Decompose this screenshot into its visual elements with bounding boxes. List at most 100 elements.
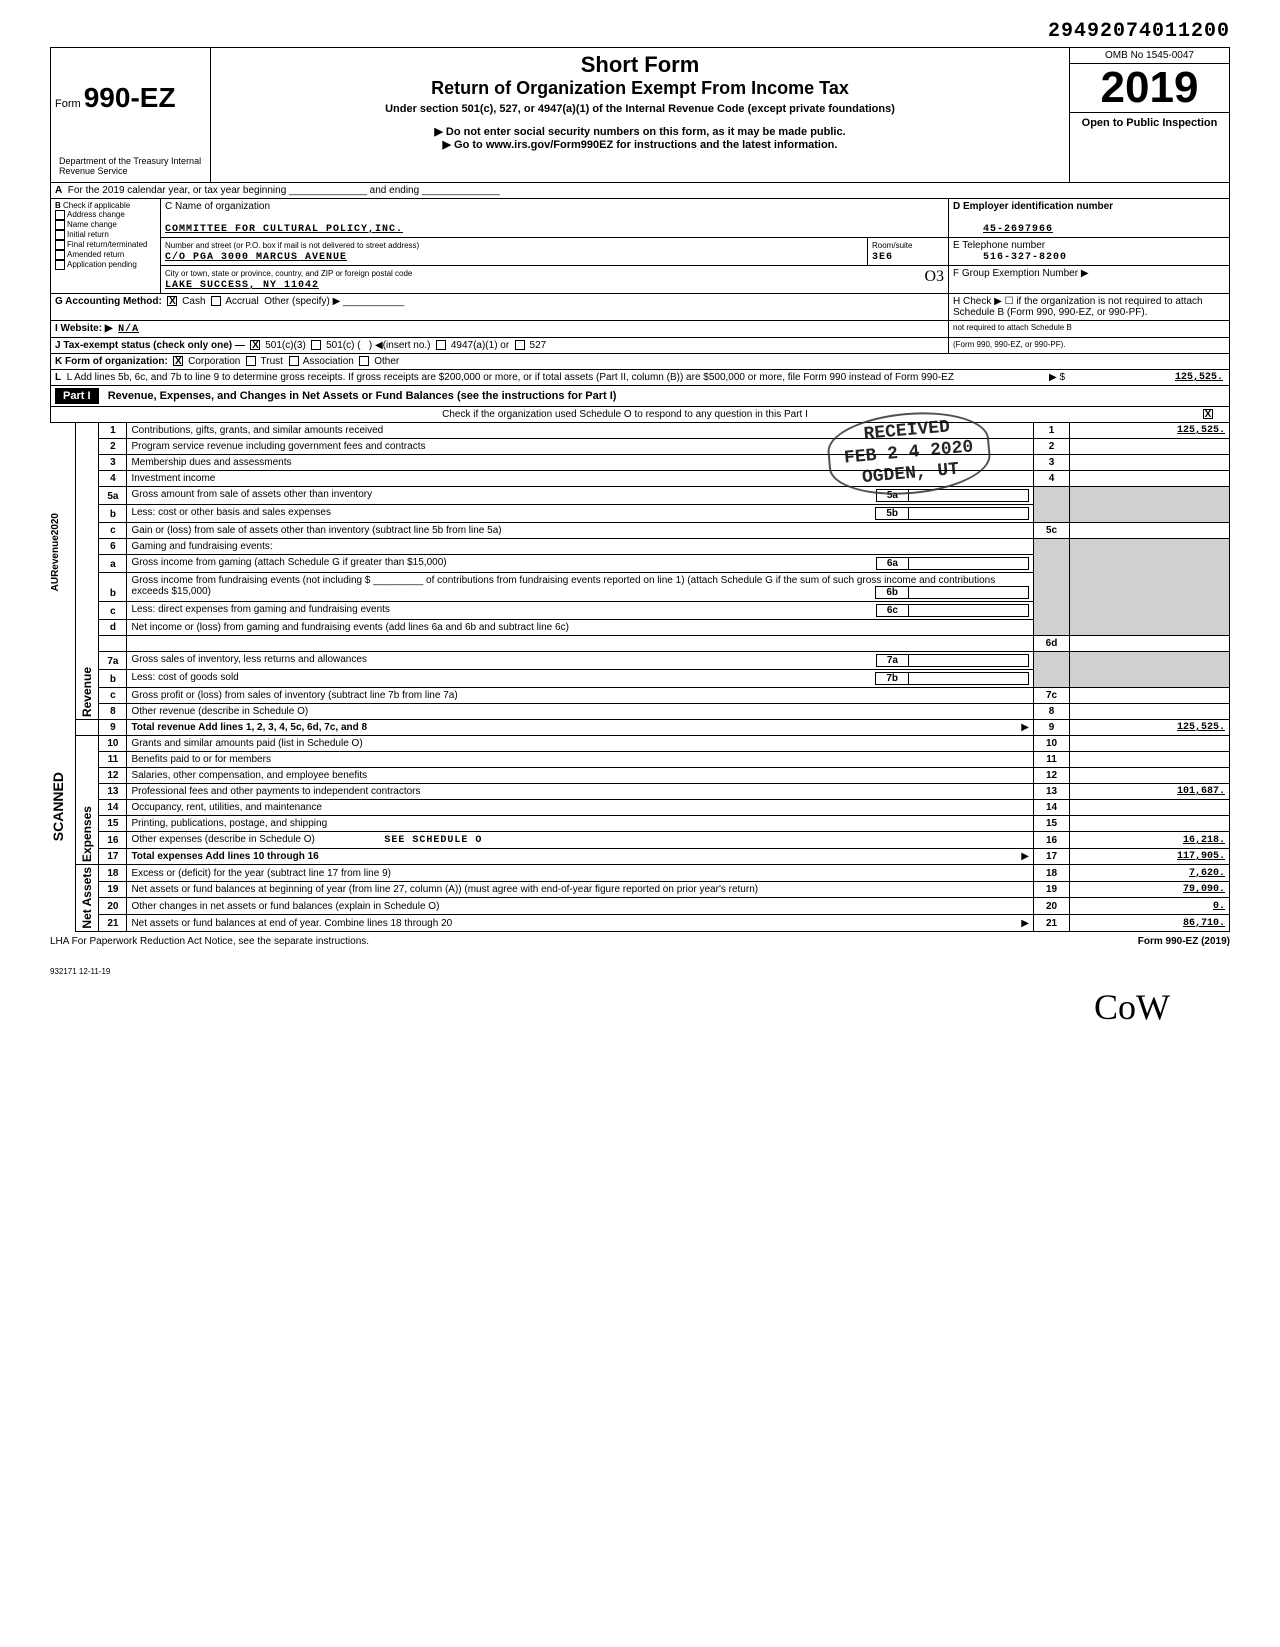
chk-accrual[interactable] — [211, 296, 221, 306]
chk-pending[interactable]: Application pending — [67, 260, 137, 269]
chk-assoc[interactable] — [289, 356, 299, 366]
chk-other[interactable] — [359, 356, 369, 366]
line17-val: 117,905. — [1070, 849, 1230, 865]
line17-desc: Total expenses Add lines 10 through 16 — [131, 851, 318, 862]
part1-body: AURevenue2020 SCANNED Revenue 1Contribut… — [50, 423, 1230, 932]
chk-name[interactable]: Name change — [67, 220, 117, 229]
ssn-notice: ▶ Do not enter social security numbers o… — [219, 125, 1061, 138]
return-subtitle: Return of Organization Exempt From Incom… — [219, 78, 1061, 99]
line17-arrow: ▶ — [1021, 851, 1029, 862]
chk-527[interactable] — [515, 340, 525, 350]
l-text: L Add lines 5b, 6c, and 7b to line 9 to … — [67, 372, 954, 383]
line10-desc: Grants and similar amounts paid (list in… — [127, 736, 1034, 752]
line11-desc: Benefits paid to or for members — [127, 752, 1034, 768]
entity-block: B Check if applicable Address change Nam… — [50, 199, 1230, 294]
chk-4947[interactable] — [436, 340, 446, 350]
line12-desc: Salaries, other compensation, and employ… — [127, 768, 1034, 784]
g-label: G Accounting Method: — [55, 296, 162, 307]
line21-desc: Net assets or fund balances at end of ye… — [131, 918, 452, 929]
line8-desc: Other revenue (describe in Schedule O) — [127, 704, 1034, 720]
stamp-aur: AURevenue2020 — [50, 513, 75, 591]
line7a-desc: Gross sales of inventory, less returns a… — [131, 654, 366, 665]
k-label: K Form of organization: — [55, 356, 168, 367]
side-revenue: Revenue — [80, 667, 94, 717]
line7b-desc: Less: cost of goods sold — [131, 672, 238, 683]
line13-val: 101,687. — [1070, 784, 1230, 800]
line13-desc: Professional fees and other payments to … — [127, 784, 1034, 800]
l-arrow: ▶ $ — [1029, 370, 1069, 385]
h-cont2: (Form 990, 990-EZ, or 990-PF). — [949, 338, 1229, 353]
phone-value: 516-327-8200 — [953, 252, 1067, 263]
part1-heading: Revenue, Expenses, and Changes in Net As… — [108, 390, 617, 402]
line6-desc: Gaming and fundraising events: — [127, 539, 1034, 555]
c-label: C Name of organization — [165, 201, 270, 212]
form-id-box: Form 990-EZ Department of the Treasury I… — [51, 48, 211, 182]
short-form-title: Short Form — [219, 52, 1061, 78]
line14-desc: Occupancy, rent, utilities, and maintena… — [127, 800, 1034, 816]
city-value: LAKE SUCCESS, NY 11042 — [165, 280, 319, 291]
line-l: L L Add lines 5b, 6c, and 7b to line 9 t… — [50, 370, 1230, 386]
h-cont: not required to attach Schedule B — [949, 321, 1229, 337]
i-label: I Website: ▶ — [55, 323, 113, 334]
left-stamps: AURevenue2020 SCANNED — [50, 423, 75, 932]
line19-desc: Net assets or fund balances at beginning… — [127, 881, 1034, 898]
chk-corp[interactable]: X — [173, 356, 183, 366]
chk-501c3[interactable]: X — [250, 340, 260, 350]
line6a-desc: Gross income from gaming (attach Schedul… — [131, 557, 446, 568]
line6d-desc: Net income or (loss) from gaming and fun… — [127, 620, 1034, 636]
page-footer: LHA For Paperwork Reduction Act Notice, … — [50, 932, 1230, 947]
line20-val: 0. — [1070, 898, 1230, 915]
chk-501c[interactable] — [311, 340, 321, 350]
part1-header: Part I Revenue, Expenses, and Changes in… — [50, 386, 1230, 407]
box-def: D Employer identification number 45-2697… — [949, 199, 1229, 293]
room-value: 3E6 — [872, 252, 893, 263]
b-label: Check if applicable — [63, 201, 130, 210]
line18-desc: Excess or (deficit) for the year (subtra… — [127, 865, 1034, 882]
street-value: C/O PGA 3000 MARCUS AVENUE — [165, 252, 347, 263]
dept-label: Department of the Treasury Internal Reve… — [55, 154, 206, 178]
part1-check-text: Check if the organization used Schedule … — [51, 407, 1199, 422]
line9-val: 125,525. — [1070, 720, 1230, 736]
line19-val: 79,090. — [1070, 881, 1230, 898]
l-value: 125,525. — [1069, 370, 1229, 385]
line18-val: 7,620. — [1070, 865, 1230, 882]
chk-trust[interactable] — [246, 356, 256, 366]
city-label: City or town, state or province, country… — [165, 269, 412, 278]
line16-desc: Other expenses (describe in Schedule O) — [131, 834, 314, 845]
chk-cash[interactable]: X — [167, 296, 177, 306]
line5c-desc: Gain or (loss) from sale of assets other… — [127, 523, 1034, 539]
line6c-desc: Less: direct expenses from gaming and fu… — [131, 604, 389, 615]
form-number: 990-EZ — [84, 82, 176, 113]
line-k: K Form of organization: X Corporation Tr… — [50, 354, 1230, 370]
part1-checkbox[interactable]: X — [1203, 409, 1213, 419]
line21-val: 86,710. — [1070, 914, 1230, 931]
chk-address[interactable]: Address change — [67, 210, 125, 219]
line16-val: 16,218. — [1070, 832, 1230, 849]
line9-desc: Total revenue Add lines 1, 2, 3, 4, 5c, … — [131, 722, 367, 733]
ein-value: 45-2697966 — [953, 224, 1053, 235]
j-label: J Tax-exempt status (check only one) — — [55, 340, 245, 351]
box-c: C Name of organization COMMITTEE FOR CUL… — [161, 199, 949, 293]
stamp-scanned: SCANNED — [50, 772, 75, 841]
line6b-desc: Gross income from fundraising events (no… — [131, 575, 995, 597]
chk-amended[interactable]: Amended return — [67, 250, 124, 259]
box-b: B Check if applicable Address change Nam… — [51, 199, 161, 293]
form-ref: Form 990-EZ (2019) — [1138, 936, 1230, 947]
open-public: Open to Public Inspection — [1070, 112, 1229, 133]
tax-year: 2019 — [1070, 64, 1229, 112]
form-990ez-page: 29492074011200 Form 990-EZ Department of… — [50, 20, 1230, 1028]
initials-mark: O3 — [924, 268, 944, 286]
part1-check-row: Check if the organization used Schedule … — [50, 407, 1230, 423]
side-netassets: Net Assets — [80, 867, 94, 929]
line1-val: 125,525. — [1070, 423, 1230, 439]
footer-code: 932171 12-11-19 — [50, 967, 1230, 976]
under-section: Under section 501(c), 527, or 4947(a)(1)… — [219, 103, 1061, 115]
form-prefix: Form — [55, 98, 81, 110]
chk-initial[interactable]: Initial return — [67, 230, 109, 239]
chk-final[interactable]: Final return/terminated — [67, 240, 147, 249]
e-label: E Telephone number — [953, 240, 1045, 251]
side-expenses: Expenses — [80, 806, 94, 862]
signature-mark: CoW — [50, 976, 1230, 1028]
part1-label: Part I — [55, 388, 99, 404]
line16-extra: SEE SCHEDULE O — [384, 835, 482, 846]
